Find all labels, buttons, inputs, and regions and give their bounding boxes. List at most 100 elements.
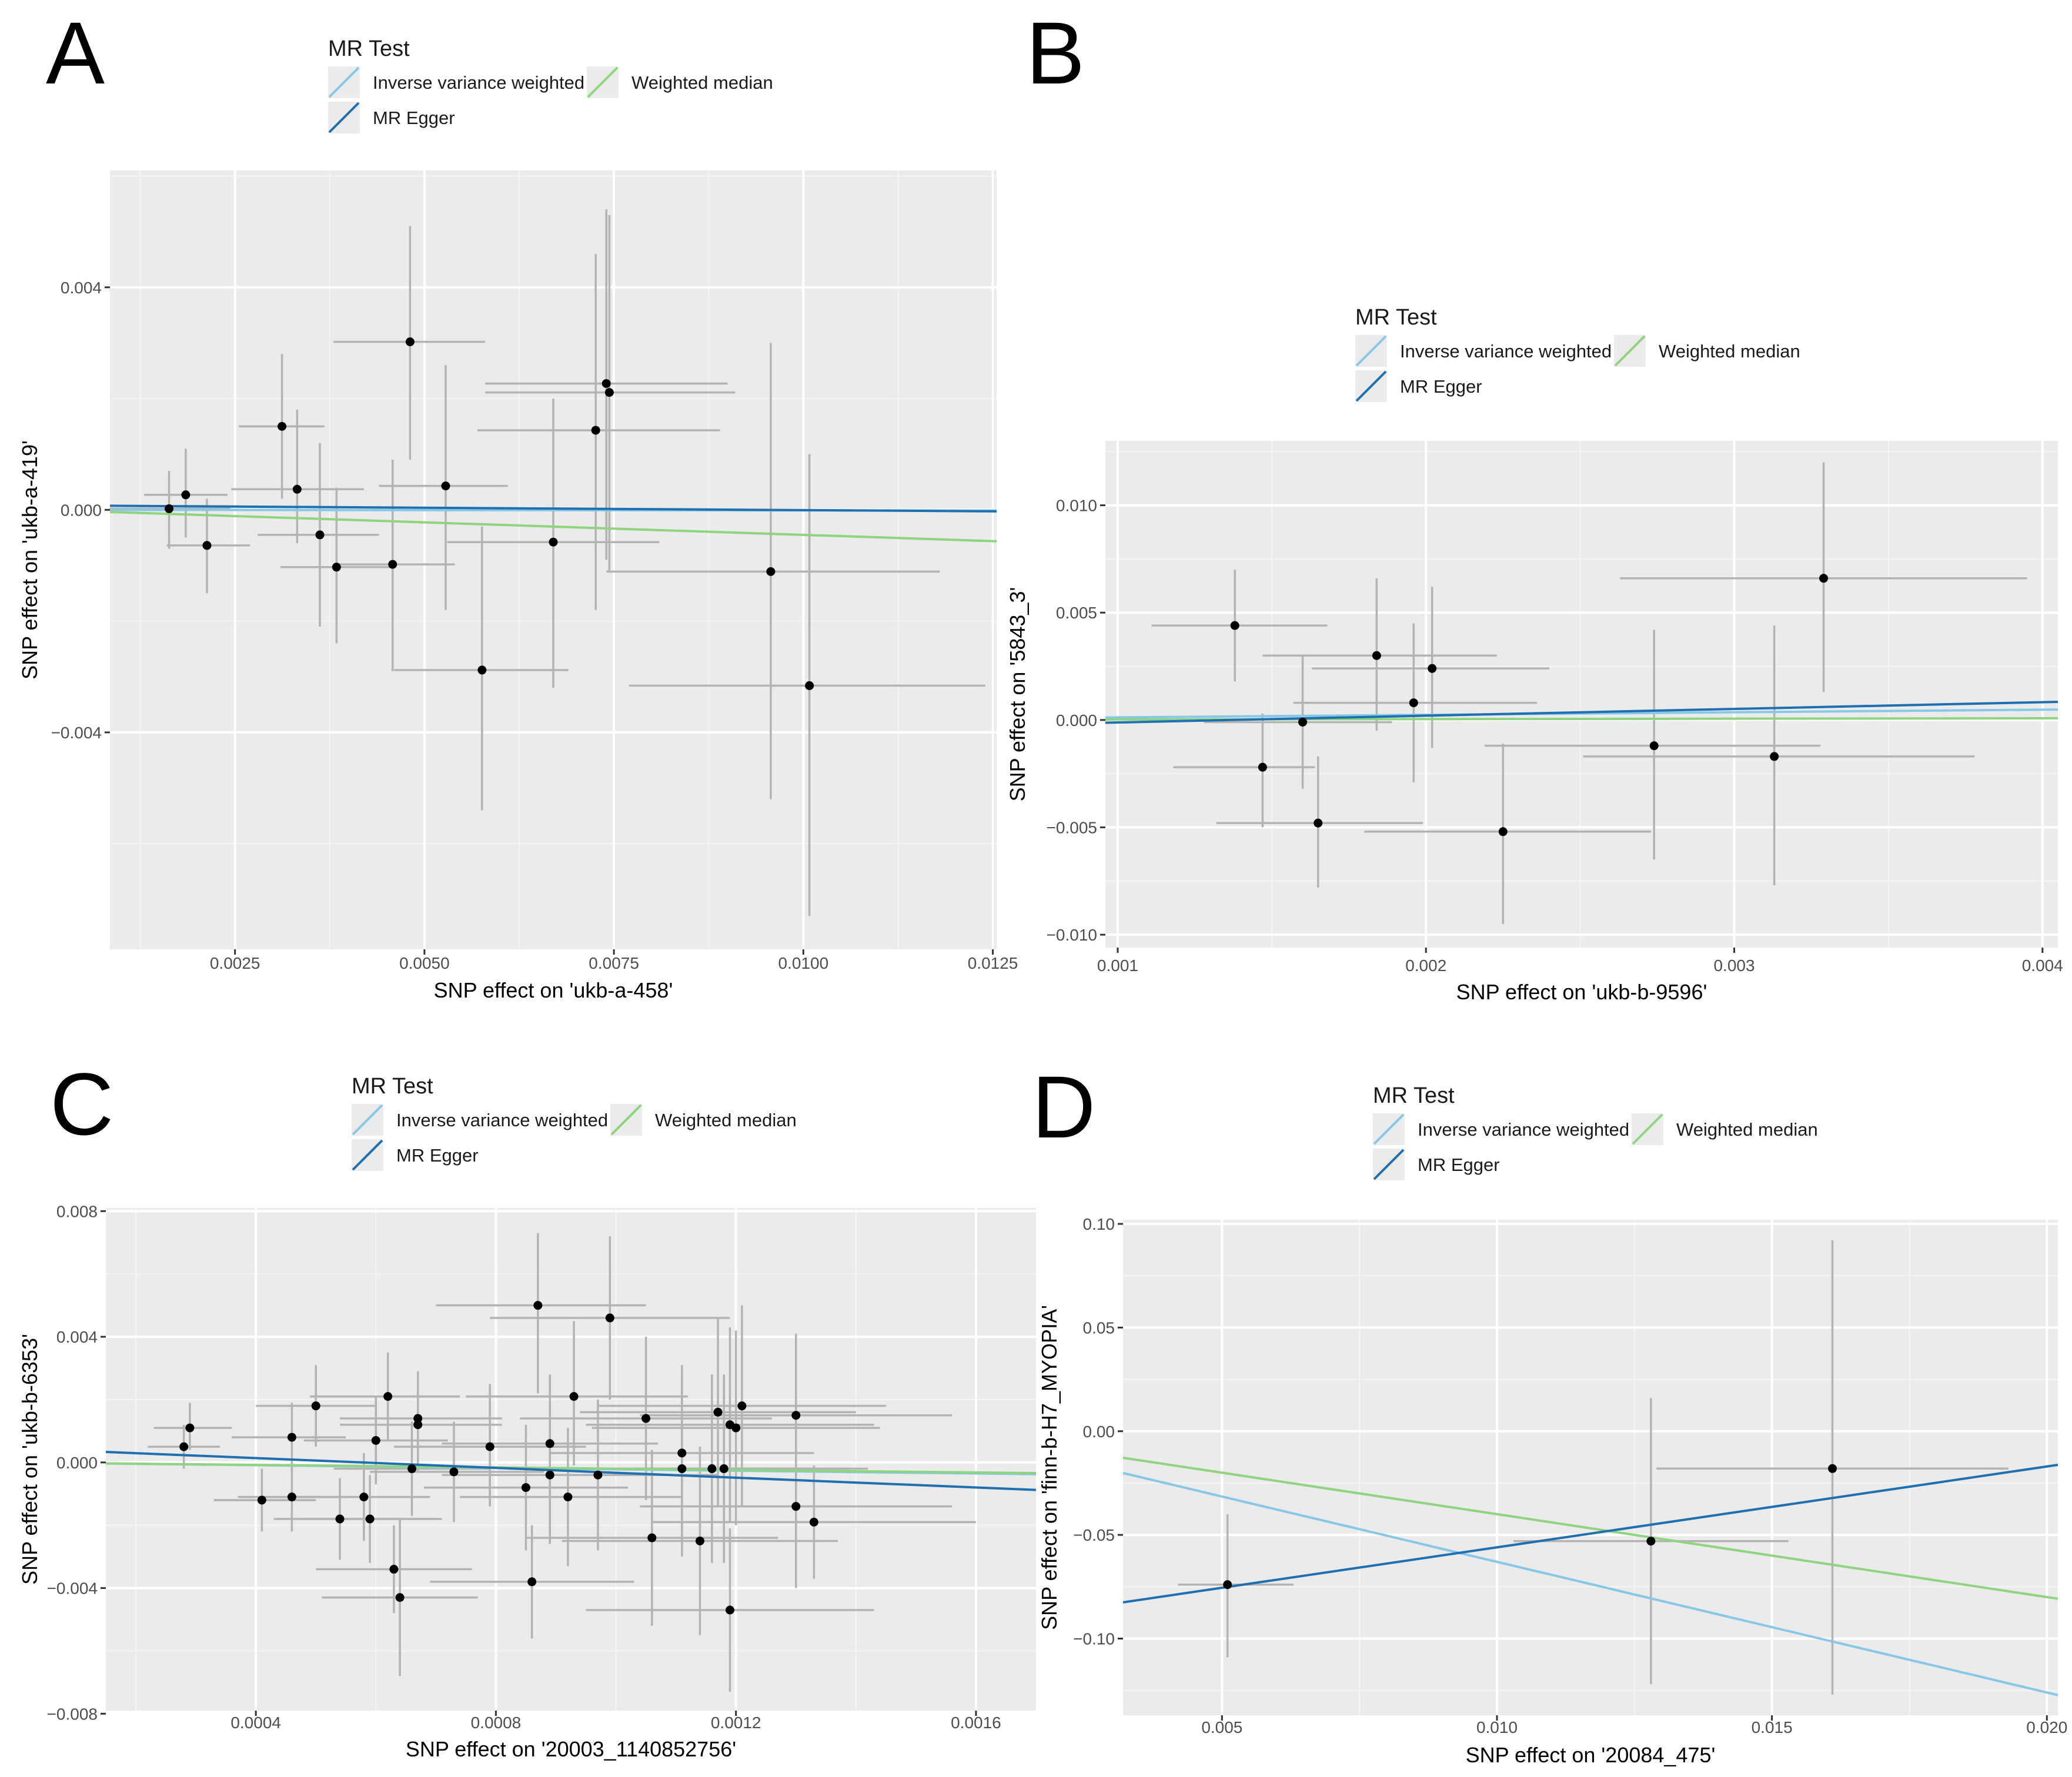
- data-point: [1298, 717, 1308, 727]
- legend-label-ivw: Inverse variance weighted: [373, 72, 584, 93]
- legend: MR Test Inverse variance weighted Weighted…: [1373, 1083, 1818, 1180]
- x-tick-label: 0.0025: [210, 954, 260, 972]
- data-point: [1498, 827, 1508, 836]
- legend-key-wm-icon: [587, 66, 619, 98]
- y-tick-label: 0.010: [1056, 497, 1097, 515]
- y-tick-label: −0.05: [1073, 1526, 1115, 1544]
- data-point: [731, 1423, 741, 1433]
- regression-line-wm: [106, 1462, 1036, 1475]
- x-tick-label: 0.002: [1405, 956, 1446, 975]
- x-tick-label: 0.0050: [399, 954, 450, 972]
- data-point: [165, 504, 174, 513]
- data-point: [791, 1502, 801, 1511]
- data-point: [677, 1464, 687, 1474]
- legend-label-wm: Weighted median: [631, 72, 773, 93]
- data-point: [1314, 818, 1323, 828]
- data-point: [383, 1392, 393, 1401]
- data-point: [388, 560, 397, 569]
- legend: MR Test Inverse variance weighted Weighted…: [328, 36, 773, 133]
- legend-key-ivw-icon: [1355, 335, 1387, 367]
- data-point: [719, 1464, 728, 1474]
- data-point: [1230, 621, 1239, 630]
- data-point: [365, 1514, 375, 1524]
- plot-area: [106, 1208, 1036, 1711]
- data-point: [677, 1448, 687, 1458]
- data-point: [315, 530, 325, 540]
- panel-label: A: [46, 4, 105, 102]
- x-tick-label: 0.0012: [711, 1714, 761, 1732]
- legend-label-ivw: Inverse variance weighted: [1418, 1119, 1629, 1140]
- y-tick-label: 0.05: [1083, 1318, 1115, 1337]
- data-point: [485, 1442, 494, 1451]
- data-point: [641, 1414, 651, 1423]
- data-point: [181, 490, 191, 500]
- panel-label: D: [1032, 1058, 1095, 1156]
- data-point: [407, 1464, 417, 1474]
- data-point: [257, 1495, 266, 1505]
- legend-key-ivw-icon: [328, 66, 360, 98]
- data-point: [527, 1577, 537, 1587]
- legend-key-egger-icon: [1355, 370, 1387, 402]
- data-point: [805, 681, 814, 690]
- data-point: [569, 1392, 579, 1401]
- legend-key-egger-icon: [328, 102, 360, 133]
- data-point: [413, 1420, 423, 1430]
- y-tick-label: −0.004: [51, 724, 102, 742]
- data-point: [695, 1536, 704, 1545]
- data-point: [605, 1313, 614, 1323]
- data-point: [591, 426, 600, 435]
- x-tick-label: 0.0100: [778, 954, 829, 972]
- legend: MR Test Inverse variance weighted Weighted…: [1355, 305, 1800, 402]
- plot-area: [1105, 441, 2058, 948]
- data-point: [311, 1401, 320, 1411]
- data-point: [413, 1414, 423, 1423]
- data-point: [521, 1483, 530, 1492]
- x-tick-label: 0.020: [2026, 1718, 2067, 1736]
- legend-label-wm: Weighted median: [1659, 341, 1800, 362]
- x-tick-label: 0.005: [1201, 1718, 1242, 1736]
- data-point: [1819, 574, 1829, 583]
- y-axis-title: SNP effect on 'finn-b-H7_MYOPIA': [1037, 1305, 1061, 1630]
- data-point: [809, 1517, 818, 1527]
- panel-a: A MR Test Inverse variance weighted Weighte…: [18, 4, 1018, 1002]
- data-point: [405, 337, 415, 346]
- data-point: [371, 1435, 380, 1445]
- y-tick-label: −0.008: [47, 1705, 98, 1723]
- y-tick-label: 0.004: [56, 1328, 98, 1346]
- x-tick-label: 0.004: [2022, 956, 2063, 975]
- data-point: [604, 388, 614, 397]
- data-point: [1258, 762, 1267, 772]
- legend-key-ivw-icon: [352, 1104, 383, 1136]
- x-tick-label: 0.003: [1713, 956, 1754, 975]
- legend-label-wm: Weighted median: [1676, 1119, 1818, 1140]
- legend-key-ivw-icon: [1373, 1113, 1405, 1145]
- data-point: [647, 1533, 657, 1542]
- y-tick-label: −0.10: [1073, 1629, 1115, 1648]
- y-tick-label: −0.010: [1047, 926, 1097, 944]
- x-tick-label: 0.0004: [230, 1714, 281, 1732]
- data-point: [185, 1423, 195, 1433]
- legend-label-egger: MR Egger: [1400, 376, 1482, 397]
- legend-label-ivw: Inverse variance weighted: [1400, 341, 1612, 362]
- plot-background: [106, 1208, 1036, 1711]
- x-tick-label: 0.015: [1752, 1718, 1793, 1736]
- plot-area: [110, 170, 997, 949]
- x-tick-label: 0.0008: [471, 1714, 522, 1732]
- data-point: [1646, 1537, 1656, 1546]
- legend-label-wm: Weighted median: [655, 1110, 797, 1130]
- data-point: [1372, 651, 1381, 660]
- data-point: [441, 481, 450, 491]
- data-point: [292, 484, 302, 494]
- data-point: [1428, 664, 1437, 673]
- regression-line-egger: [1123, 1464, 2058, 1604]
- legend-label-egger: MR Egger: [1418, 1154, 1500, 1175]
- data-point: [1770, 752, 1779, 761]
- data-point: [791, 1411, 801, 1420]
- data-point: [713, 1407, 723, 1417]
- legend-title: MR Test: [1373, 1083, 1455, 1108]
- x-tick-label: 0.010: [1476, 1718, 1518, 1736]
- data-point: [278, 421, 287, 431]
- y-tick-label: −0.004: [47, 1579, 98, 1598]
- legend: MR Test Inverse variance weighted Weighted…: [352, 1074, 797, 1171]
